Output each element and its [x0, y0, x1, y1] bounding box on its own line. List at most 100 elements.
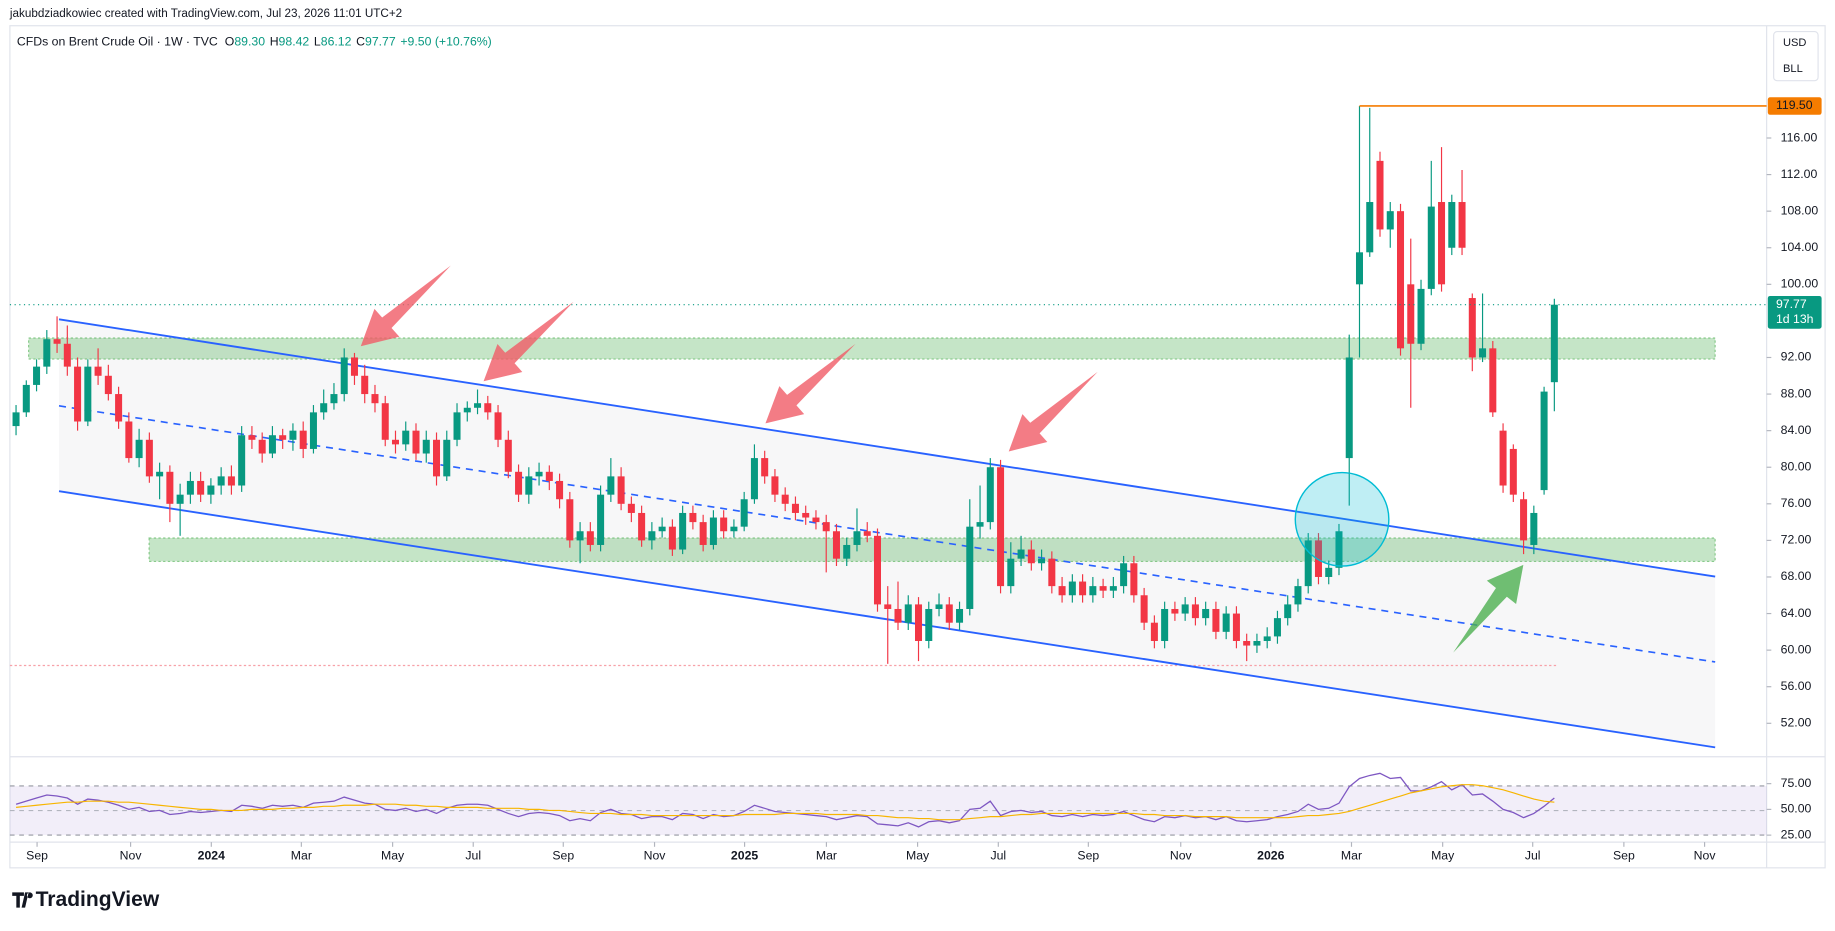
candle-body — [1499, 430, 1507, 486]
candle-body — [381, 403, 389, 440]
candle-body — [976, 522, 984, 527]
candle-body — [412, 430, 420, 454]
candle-body — [1120, 563, 1128, 587]
candle-body — [248, 435, 256, 440]
rsi-tick-label: 25.00 — [1781, 827, 1812, 841]
candle-body — [1191, 604, 1199, 619]
candle-body — [1130, 563, 1138, 596]
legend-value: 89.30 — [234, 34, 265, 48]
candle-body — [63, 343, 71, 367]
candle-body — [1202, 608, 1210, 619]
candle-body — [135, 439, 143, 459]
candle-body — [453, 412, 461, 440]
candle-body — [1017, 549, 1025, 559]
candle-body — [843, 544, 851, 559]
candle-body — [1171, 608, 1179, 614]
candle-body — [115, 394, 123, 422]
y-tick-label: 100.00 — [1781, 277, 1819, 291]
candle-body — [156, 471, 164, 477]
candle-body — [1284, 604, 1292, 619]
price-box-label: 119.50 — [1776, 98, 1813, 112]
y-tick-label: 60.00 — [1781, 642, 1812, 656]
y-tick-label: 68.00 — [1781, 569, 1812, 583]
candle-body — [956, 608, 964, 623]
candle-body — [1376, 160, 1384, 230]
candle-body — [699, 522, 707, 545]
candle-body — [1366, 202, 1374, 253]
candle-body — [1150, 622, 1158, 641]
candle-body — [1458, 202, 1466, 248]
candle-body — [238, 435, 246, 486]
candle-body — [638, 512, 646, 541]
candle-body — [597, 494, 605, 545]
x-tick-label: Mar — [816, 848, 837, 862]
candle-body — [1509, 448, 1517, 495]
unit[interactable]: BLL — [1783, 63, 1803, 75]
candle-body — [525, 476, 533, 495]
rsi-tick-label: 50.00 — [1781, 802, 1812, 816]
currency-box[interactable] — [1773, 30, 1819, 82]
candle-body — [197, 480, 205, 495]
candle-body — [576, 531, 584, 541]
candle-body — [227, 476, 235, 486]
candle-body — [750, 458, 758, 500]
legend-label: C — [356, 34, 365, 48]
currency[interactable]: USD — [1783, 37, 1806, 49]
x-tick-label: Jul — [1525, 848, 1541, 862]
candle-body — [299, 430, 307, 449]
candle-body — [894, 608, 902, 623]
candle-body — [1468, 298, 1476, 358]
candle-body — [1479, 348, 1487, 358]
candle-body — [761, 458, 769, 477]
candle-body — [1550, 304, 1558, 383]
candle-body — [863, 531, 871, 536]
x-tick-label: May — [906, 848, 930, 862]
candle-body — [515, 471, 523, 495]
x-tick-label: Sep — [26, 848, 48, 862]
marks — [12, 105, 1558, 828]
candle-body — [1314, 540, 1322, 577]
candle-body — [904, 604, 912, 623]
candle-body — [566, 499, 574, 541]
breakout-circle — [1294, 471, 1390, 567]
candle-body — [1232, 613, 1240, 641]
x-tick-label: Sep — [1613, 848, 1635, 862]
channel-mid — [58, 405, 1716, 663]
candle-body — [1325, 567, 1333, 577]
x-tick-label: 2024 — [198, 848, 225, 862]
candle-body — [1448, 202, 1456, 248]
candle-body — [535, 471, 543, 477]
y-tick-label: 84.00 — [1781, 423, 1812, 437]
x-tick-label: Jul — [990, 848, 1006, 862]
candle-body — [433, 439, 441, 477]
candle-body — [997, 467, 1005, 587]
candle-body — [22, 384, 30, 413]
x-tick-label: Mar — [1341, 848, 1362, 862]
candle-body — [1027, 549, 1035, 564]
candle-body — [1212, 608, 1220, 632]
candle-body — [873, 535, 882, 605]
candle-body — [607, 476, 615, 495]
candle-body — [1263, 636, 1271, 641]
chart-title: CFDs on Brent Crude Oil · 1W · TVC — [17, 34, 218, 48]
candle-body — [1079, 581, 1087, 596]
y-tick-label: 72.00 — [1781, 533, 1812, 547]
legend-value: 97.77 — [365, 34, 396, 48]
candle-body — [1489, 348, 1497, 413]
legend-value: 98.42 — [279, 34, 310, 48]
y-tick-label: 88.00 — [1781, 386, 1812, 400]
candle-body — [545, 471, 553, 481]
candle-body — [1294, 586, 1302, 605]
price-countdown: 1d 13h — [1776, 312, 1814, 326]
candle-body — [1407, 284, 1415, 344]
candle-body — [494, 412, 502, 440]
header: jakubdziadkowiec created with TradingVie… — [9, 7, 402, 20]
candle-body — [217, 476, 225, 486]
candle-body — [1520, 499, 1528, 541]
candle-body — [648, 531, 656, 541]
candle-body — [309, 412, 317, 449]
candle-body — [1397, 211, 1405, 349]
